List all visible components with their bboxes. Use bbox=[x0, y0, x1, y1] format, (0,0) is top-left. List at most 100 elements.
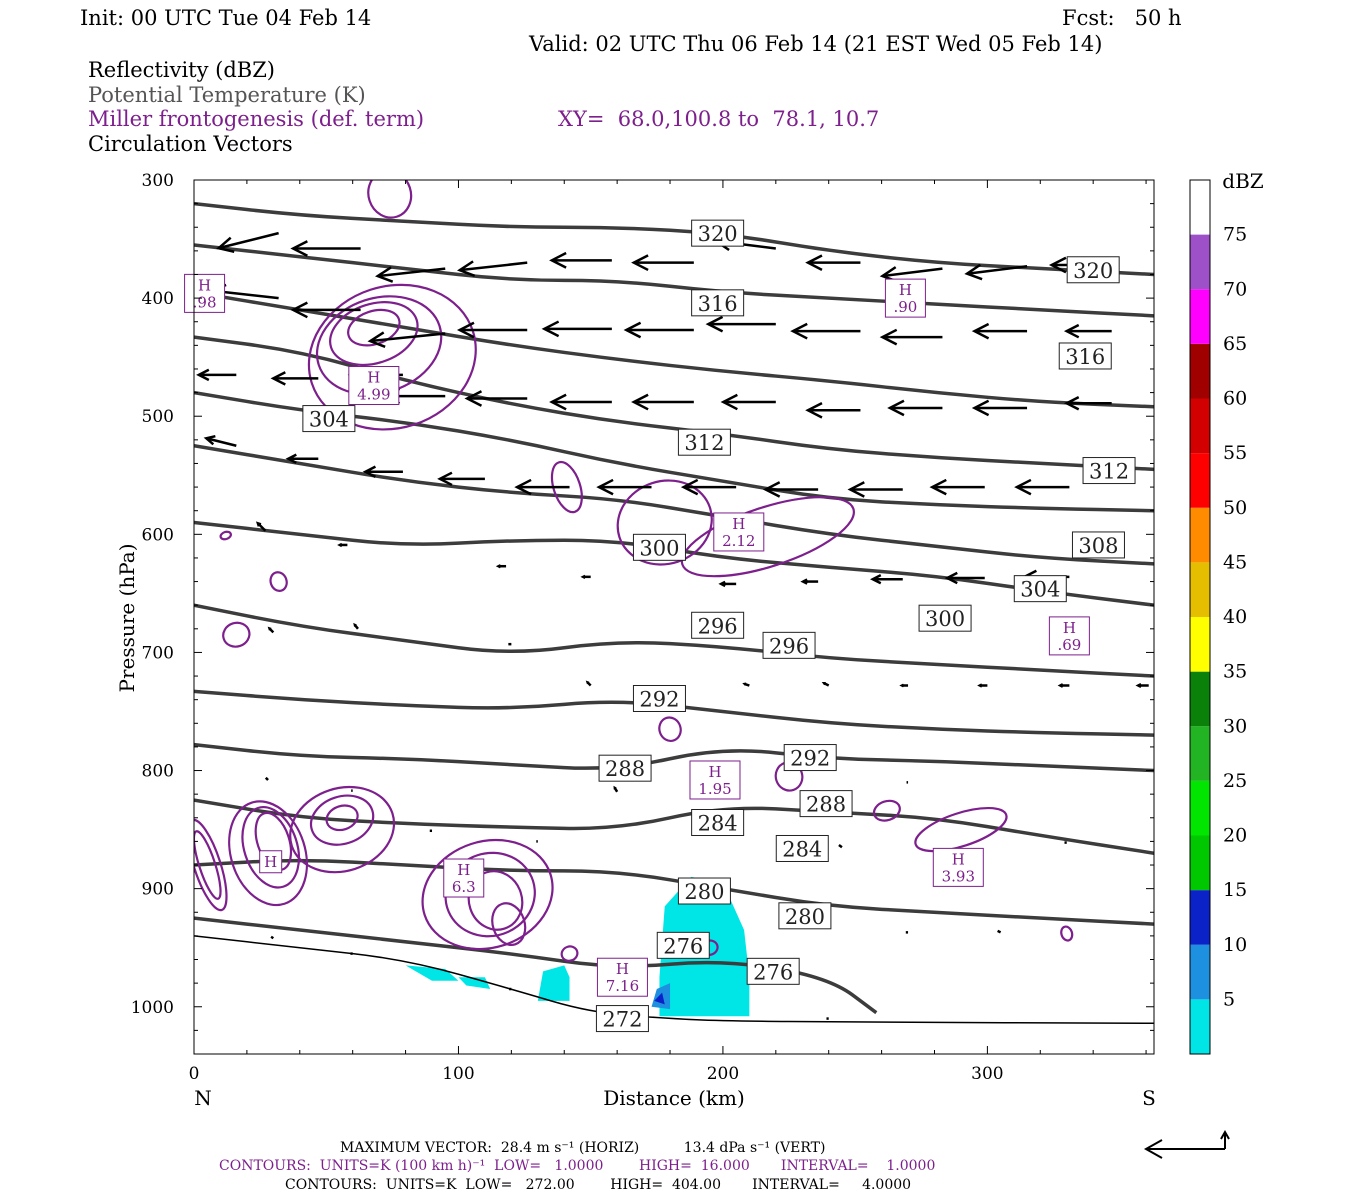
theta-label: 316 bbox=[691, 289, 745, 317]
frontogenesis-max: H6.3 bbox=[443, 858, 485, 898]
vector-head bbox=[790, 322, 808, 340]
frontogenesis-contour bbox=[680, 496, 855, 578]
vector-head bbox=[800, 578, 808, 585]
vector-head bbox=[805, 402, 823, 419]
colorbar-swatch bbox=[1190, 835, 1210, 891]
circulation-vector bbox=[196, 368, 237, 382]
circulation-vector bbox=[203, 434, 237, 447]
theta-label-text: 300 bbox=[925, 607, 965, 631]
theta-label-box bbox=[1013, 575, 1067, 603]
frontogenesis-max: H7.16 bbox=[596, 957, 648, 997]
theta-label: 312 bbox=[1082, 457, 1136, 485]
circulation-vector bbox=[800, 578, 819, 585]
vector-head bbox=[977, 683, 983, 688]
circulation-vector bbox=[1014, 478, 1070, 496]
vector-head bbox=[929, 478, 947, 496]
theta-label-box bbox=[677, 428, 731, 456]
circulation-vector bbox=[514, 478, 570, 496]
init-time: Init: 00 UTC Tue 04 Feb 14 bbox=[80, 6, 372, 30]
circulation-vector bbox=[367, 331, 446, 349]
colorbar: 5 10 15 20 25 30 35 40 45 50 55 60 65 70 75 bbox=[1189, 179, 1247, 1055]
y-tick-label: 1000 bbox=[131, 998, 174, 1018]
vector-head bbox=[623, 321, 642, 339]
frontogenesis-contour bbox=[560, 945, 579, 962]
vector-head bbox=[196, 368, 210, 382]
vector-head bbox=[762, 481, 781, 498]
vector-head bbox=[353, 622, 357, 627]
colorbar-label: 30 bbox=[1223, 715, 1247, 737]
y-axis-label: Pressure (hPa) bbox=[115, 544, 139, 693]
frontogenesis-max: H.98 bbox=[184, 273, 226, 313]
frontogenesis-max-value: 7.16 bbox=[606, 977, 639, 995]
theta-label-box bbox=[918, 604, 972, 632]
vector-head bbox=[1014, 478, 1032, 496]
theta-label-box bbox=[595, 1005, 649, 1033]
colorbar-label: 20 bbox=[1223, 825, 1247, 847]
theta-label: 320 bbox=[691, 219, 745, 247]
circulation-vector bbox=[353, 622, 359, 630]
frontogenesis-max-box bbox=[884, 278, 926, 318]
theta-label: 300 bbox=[632, 533, 686, 561]
colorbar-label: 25 bbox=[1223, 770, 1247, 792]
circulation-vectors bbox=[119, 229, 1149, 1020]
frontogenesis-max-box bbox=[348, 366, 400, 406]
frontogenesis-contour bbox=[222, 621, 251, 648]
theta-label-box bbox=[746, 957, 800, 985]
vector-shaft bbox=[206, 437, 237, 447]
colorbar-label: 65 bbox=[1223, 333, 1247, 355]
theta-label: 288 bbox=[799, 790, 853, 818]
frontogenesis-max-letter: H bbox=[367, 369, 380, 387]
theta-label-box bbox=[691, 611, 745, 639]
frontogenesis-max-box bbox=[443, 858, 485, 898]
vector-shaft bbox=[459, 261, 528, 272]
vector-shaft bbox=[264, 776, 269, 781]
colorbar-swatch bbox=[1190, 343, 1210, 399]
circulation-vector bbox=[718, 580, 737, 588]
theta-label-box bbox=[632, 533, 686, 561]
frontogenesis-max-box bbox=[689, 760, 741, 800]
contours-theta-note: CONTOURS: UNITS=K LOW= 272.00 HIGH= 404.… bbox=[285, 1177, 912, 1193]
frontogenesis-max-box bbox=[259, 850, 283, 874]
circulation-vector bbox=[805, 402, 861, 419]
theta-label: 300 bbox=[918, 604, 972, 632]
colorbar-swatch bbox=[1190, 671, 1210, 727]
circulation-vector bbox=[1057, 683, 1070, 688]
vector-shaft bbox=[377, 267, 446, 278]
circulation-vector bbox=[541, 320, 612, 338]
frontogenesis-max-value: 3.93 bbox=[942, 867, 975, 885]
frontogenesis-contour bbox=[872, 799, 901, 822]
theta-label-text: 276 bbox=[663, 934, 703, 958]
circulation-vector bbox=[971, 322, 1028, 340]
frontogenesis-max-letter: H bbox=[732, 515, 745, 533]
theta-label-text: 312 bbox=[1089, 460, 1129, 484]
vector-head bbox=[119, 229, 133, 244]
colorbar-label: 70 bbox=[1223, 278, 1247, 300]
vector-head bbox=[1057, 683, 1064, 688]
vector-head bbox=[705, 315, 724, 333]
circulation-vector bbox=[362, 465, 403, 478]
frontogenesis-max-value: 2.12 bbox=[722, 532, 755, 550]
vector-head bbox=[718, 580, 726, 588]
circulation-vector bbox=[977, 683, 988, 688]
theta-contour-320 bbox=[194, 243, 1154, 318]
theta-label-text: 304 bbox=[309, 408, 349, 432]
theta-label-box bbox=[632, 684, 686, 712]
vector-head bbox=[742, 682, 747, 686]
vector-head bbox=[549, 393, 567, 411]
circulation-vector bbox=[285, 453, 319, 464]
frontogenesis-contour bbox=[658, 716, 682, 743]
frontogenesis-contour bbox=[616, 479, 713, 566]
vector-head bbox=[464, 390, 483, 407]
theta-label-box bbox=[799, 790, 853, 818]
theta-label-text: 280 bbox=[684, 880, 724, 904]
theta-label: 276 bbox=[746, 957, 800, 985]
frontogenesis-max: H.90 bbox=[884, 278, 926, 318]
theta-label-text: 316 bbox=[698, 292, 738, 316]
frontogenesis-max-box bbox=[713, 512, 765, 552]
reflectivity-region bbox=[654, 992, 665, 1005]
theta-contour-324 bbox=[194, 201, 1154, 277]
theta-contour-316 bbox=[194, 290, 1154, 409]
forecast-hour: Fcst: 50 h bbox=[1062, 6, 1182, 30]
vector-head bbox=[680, 478, 699, 496]
circulation-vector bbox=[1063, 395, 1112, 411]
